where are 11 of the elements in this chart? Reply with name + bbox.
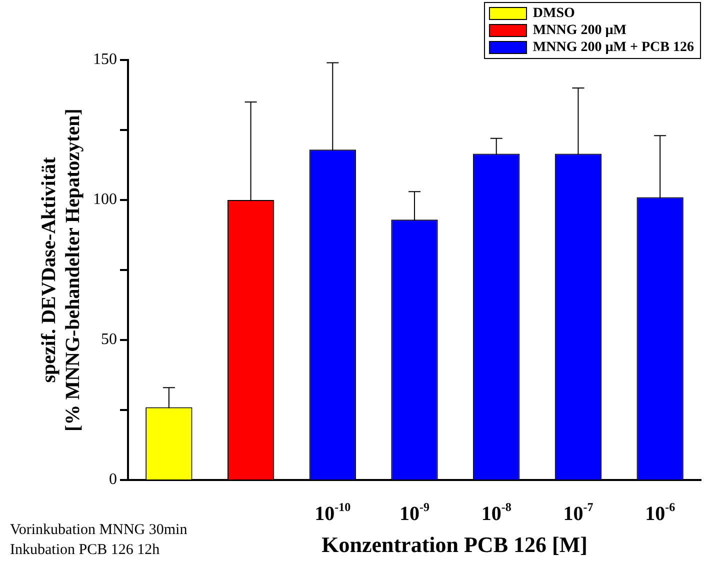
y-axis-title: spezif. DEVDase-Aktivität [% MNNG-behandelter Hepatozyten] [38, 108, 84, 432]
y-tick-label: 100 [93, 191, 117, 208]
y-tick-label: 0 [109, 471, 117, 488]
legend-label: DMSO [532, 5, 575, 22]
y-tick-label: 150 [93, 51, 117, 68]
y-tick-label: 50 [101, 331, 117, 348]
x-axis-title: Konzentration PCB 126 [M] [322, 532, 588, 557]
text: Inkubation PCB 126 12h [10, 541, 161, 560]
text: Vorinkubation MNNG 30min [10, 521, 188, 540]
legend-label: MNNG 200 µM [532, 22, 627, 39]
legend-label: MNNG 200 µM + PCB 126 [532, 39, 694, 56]
